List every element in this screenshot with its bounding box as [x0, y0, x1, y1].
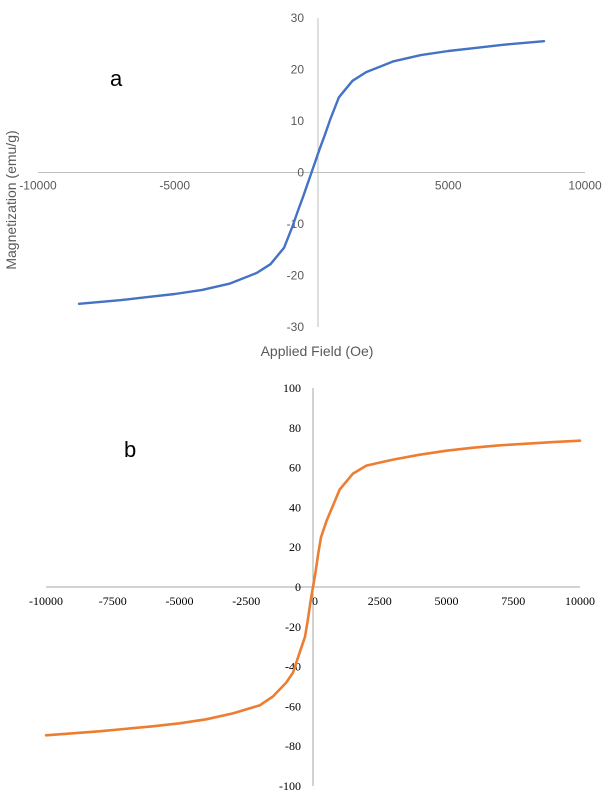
y-tick-label-b: 40 [289, 500, 301, 514]
x-tick-label-b: 2500 [368, 594, 392, 608]
y-tick-label-b: -100 [279, 779, 301, 791]
y-tick-label-b: -80 [285, 739, 301, 753]
y-tick-label-b: -60 [285, 699, 301, 713]
y-axis-title-a: Magnetization (emu/g) [3, 130, 19, 269]
series-line-a [77, 40, 546, 305]
x-tick-label-b: 5000 [435, 594, 459, 608]
x-tick-label-b: -10000 [29, 594, 63, 608]
y-tick-label-b: 0 [295, 580, 301, 594]
y-tick-label-a: -30 [287, 320, 305, 334]
x-tick-label-b: -2500 [232, 594, 260, 608]
y-tick-label-b: 20 [289, 540, 301, 554]
y-tick-label-a: -20 [287, 269, 305, 283]
panel-label-a: a [110, 66, 123, 91]
chart-panel-a: a Magnetization (emu/g) Applied Field (O… [3, 11, 602, 359]
y-tick-label-b: -20 [285, 620, 301, 634]
series-line-b [44, 439, 582, 737]
y-tick-label-a: 10 [291, 114, 305, 128]
x-tick-label-a: -10000 [19, 179, 57, 193]
x-tick-label-b: 10000 [565, 594, 595, 608]
x-tick-label-a: 5000 [435, 179, 462, 193]
x-tick-label-b: -7500 [99, 594, 127, 608]
x-tick-label-b: 0 [312, 594, 318, 608]
y-tick-label-b: 80 [289, 421, 301, 435]
y-tick-label-a: 30 [291, 11, 305, 25]
x-axis-title-a: Applied Field (Oe) [261, 343, 374, 359]
x-tick-label-b: 7500 [501, 594, 525, 608]
y-tick-label-a: 20 [291, 63, 305, 77]
y-tick-label-b: 60 [289, 461, 301, 475]
y-tick-label-a: 0 [297, 166, 304, 180]
x-tick-label-a: -5000 [159, 179, 190, 193]
panel-label-b: b [124, 437, 136, 462]
y-tick-label-b: 100 [283, 381, 301, 395]
x-tick-label-a: 10000 [568, 179, 602, 193]
x-tick-label-b: -5000 [166, 594, 194, 608]
